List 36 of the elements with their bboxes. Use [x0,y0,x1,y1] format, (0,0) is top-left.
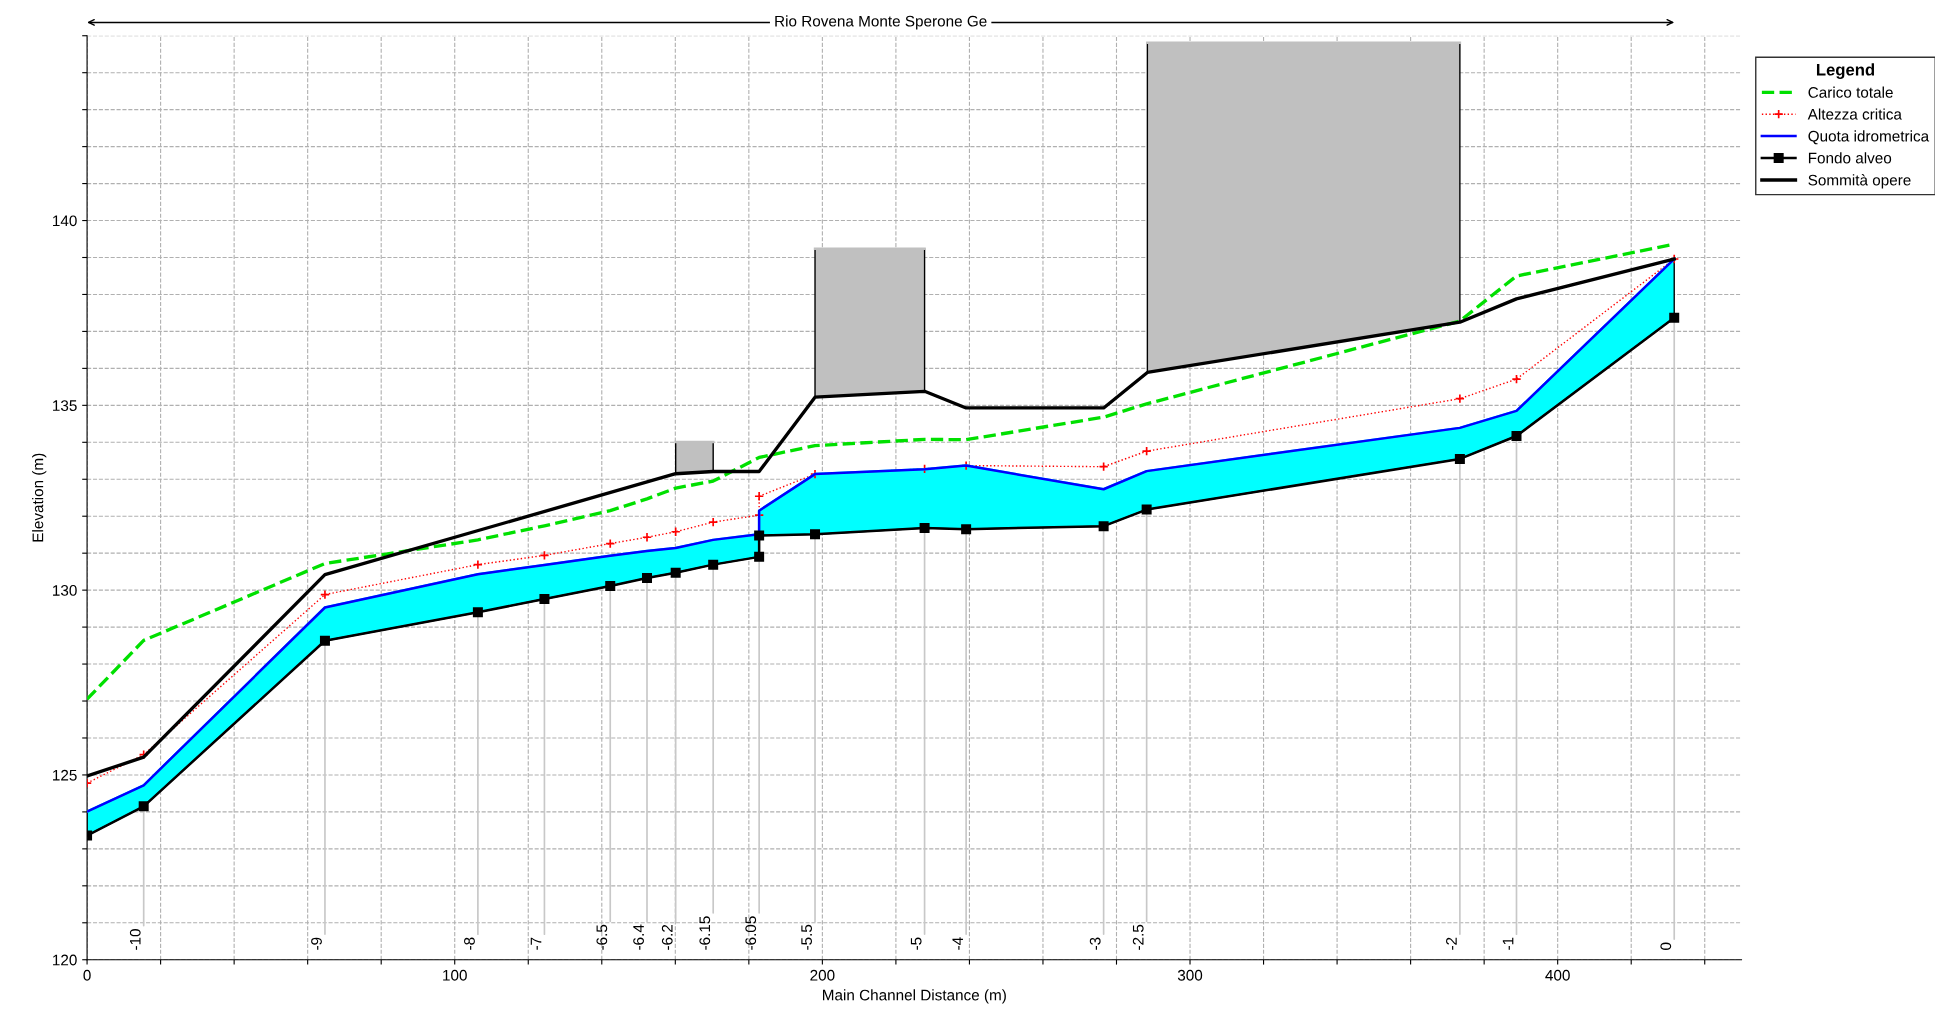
y-tick-label: 125 [53,769,77,781]
y-tick-label: 130 [53,585,77,596]
chart-title: Rio Rovena Monte Sperone Ge [775,15,987,30]
x-tick-label: 200 [810,969,835,981]
annotation: -1 [1502,937,1514,950]
legend-label: Quota idrometrica [1808,130,1930,145]
annotation: -6.4 [633,924,644,950]
y-tick-label: 135 [53,400,77,412]
x-tick-label: 100 [443,969,467,981]
annotation: -4 [952,937,963,950]
legend-label: Carico totale [1808,86,1893,98]
legend-title: Legend [1816,63,1875,79]
annotation: -6.05 [745,916,757,950]
annotation: -5.5 [801,924,812,950]
annotation: -6.5 [596,924,608,950]
x-tick-label: 0 [83,969,91,981]
x-tick-label: 400 [1545,969,1570,981]
x-tick-label: 300 [1177,969,1203,981]
annotation: -2 [1446,937,1457,950]
legend-label: Fondo alveo [1808,152,1892,164]
annotation: -6.2 [661,924,673,950]
annotation: -3 [1089,937,1101,950]
annotation: -5 [910,937,922,950]
legend-label: Sommità opere [1808,174,1911,189]
y-tick-label: 120 [53,954,77,966]
annotation: -9 [311,937,322,950]
y-tick-label: 140 [53,215,77,227]
annotation: -7 [530,937,542,950]
annotation: -6.15 [699,916,711,950]
y-axis-title: Elevation (m) [32,453,47,542]
annotation: 0 [1660,942,1672,950]
annotation: -10 [129,929,141,950]
x-axis-title: Main Channel Distance (m) [823,989,1006,1004]
annotation: -8 [464,937,475,950]
annotation: -2.5 [1132,924,1144,950]
legend-label: Altezza critica [1807,108,1902,120]
